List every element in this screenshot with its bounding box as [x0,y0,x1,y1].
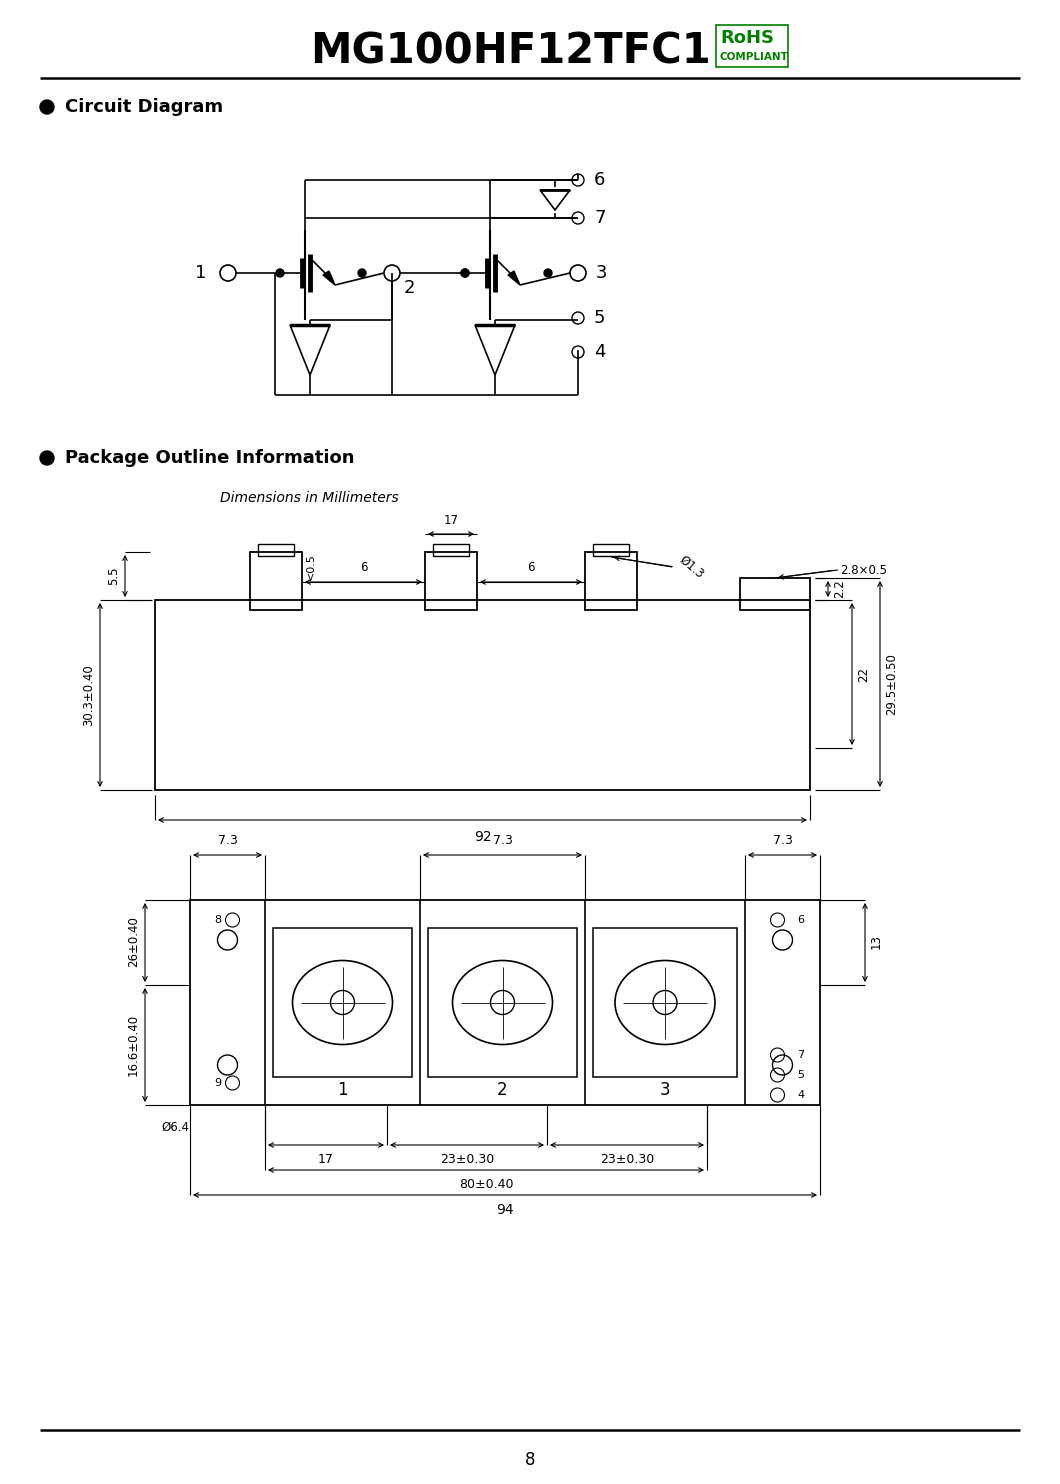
Text: 16.6±0.40: 16.6±0.40 [127,1014,140,1076]
Text: 4: 4 [594,343,605,361]
Bar [593,928,737,1077]
Text: Ø1.3: Ø1.3 [677,554,707,580]
Text: 2.8×0.5: 2.8×0.5 [840,564,887,576]
Text: COMPLIANT: COMPLIANT [720,52,789,62]
Text: 22: 22 [856,666,870,681]
Bar [190,899,820,1106]
Text: 6: 6 [594,171,605,188]
Text: 29.5±0.50: 29.5±0.50 [885,653,898,715]
Text: 7: 7 [797,1051,805,1060]
Text: 26±0.40: 26±0.40 [127,917,140,968]
Circle shape [40,451,54,464]
Bar [432,545,469,556]
Circle shape [40,99,54,114]
Text: 7.3: 7.3 [773,834,793,847]
Text: 2: 2 [497,1080,508,1100]
Text: 6: 6 [797,916,805,925]
Text: 13: 13 [870,935,883,950]
Bar [250,552,302,610]
Polygon shape [508,272,520,285]
Circle shape [358,269,366,278]
Text: 23±0.30: 23±0.30 [440,1153,494,1166]
Text: 3: 3 [659,1080,670,1100]
Text: 5.5: 5.5 [107,567,120,585]
Text: MG100HF12TFC1: MG100HF12TFC1 [310,31,710,73]
Circle shape [276,269,284,278]
Text: 7.3: 7.3 [217,834,237,847]
Text: <0.5: <0.5 [306,554,316,580]
Text: 2: 2 [404,279,416,297]
Bar [740,577,810,610]
Circle shape [461,269,469,278]
Text: 6: 6 [359,561,367,574]
Text: 6: 6 [527,561,534,574]
Text: 17: 17 [318,1153,334,1166]
Text: 3: 3 [596,264,607,282]
Text: 1: 1 [337,1080,348,1100]
Circle shape [461,269,469,278]
Text: 1: 1 [195,264,206,282]
Text: Dimensions in Millimeters: Dimensions in Millimeters [220,491,399,505]
Text: RoHS: RoHS [720,30,774,47]
Text: 8: 8 [214,916,222,925]
Bar [258,545,294,556]
Bar [593,545,629,556]
Bar [585,552,637,610]
Circle shape [544,269,552,278]
Text: 9: 9 [214,1077,222,1088]
Text: Package Outline Information: Package Outline Information [65,450,354,467]
Text: 5: 5 [797,1070,805,1080]
Text: 8: 8 [525,1451,535,1469]
Text: 5: 5 [594,309,605,326]
Polygon shape [323,272,335,285]
Bar [273,928,412,1077]
Text: 17: 17 [443,513,459,527]
Bar [428,928,577,1077]
Text: Circuit Diagram: Circuit Diagram [65,98,223,116]
Bar [155,600,810,789]
Bar [716,25,788,67]
Text: 7.3: 7.3 [493,834,512,847]
Text: 94: 94 [496,1204,514,1217]
Text: 2.2: 2.2 [833,580,846,598]
Text: Ø6.4: Ø6.4 [161,1120,189,1134]
Text: 4: 4 [797,1091,805,1100]
Text: 7: 7 [594,209,605,227]
Text: 92: 92 [474,830,492,844]
Text: 30.3±0.40: 30.3±0.40 [82,665,95,726]
Bar [425,552,477,610]
Text: 80±0.40: 80±0.40 [459,1178,513,1192]
Text: 23±0.30: 23±0.30 [600,1153,654,1166]
